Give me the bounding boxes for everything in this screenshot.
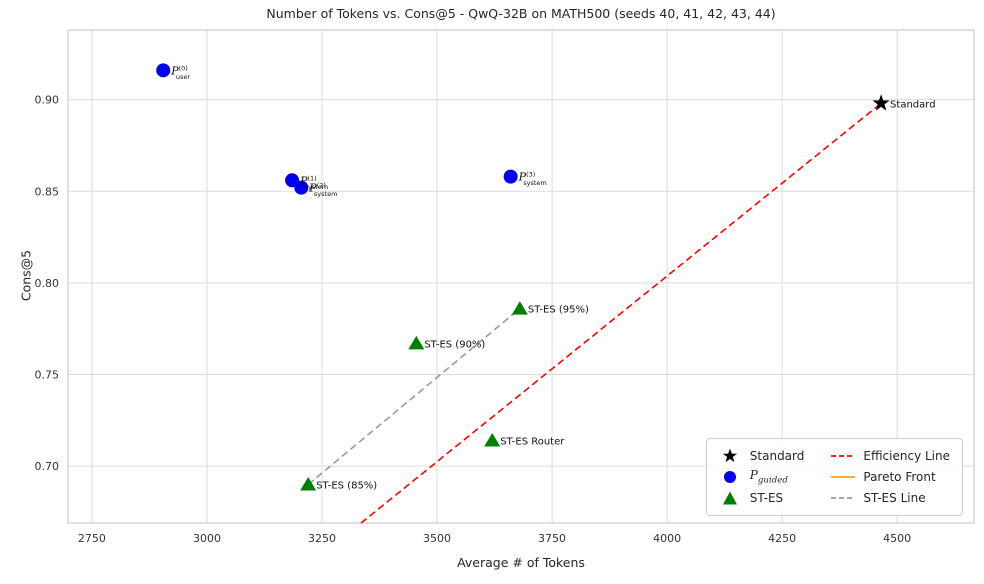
efficiency-line-line	[360, 102, 882, 524]
data-point	[408, 335, 425, 350]
legend-item-p-guided: Pguided	[717, 468, 805, 486]
series-standard	[872, 94, 890, 111]
dashed-line-icon	[831, 455, 856, 457]
data-point	[511, 301, 528, 315]
data-point	[300, 477, 317, 491]
y-tick-label: 0.70	[35, 460, 60, 473]
legend: Standard Pguided ST-ES Efficiency Line P	[705, 438, 963, 516]
x-tick-label: 3500	[423, 532, 451, 545]
series-st-es	[300, 301, 528, 491]
point-label: P(1) system	[299, 174, 328, 191]
data-point	[484, 433, 501, 447]
legend-item-efficiency-line: Efficiency Line	[830, 447, 950, 465]
point-label: P(3) system	[518, 171, 547, 188]
legend-label: Pguided	[749, 468, 788, 486]
data-point	[294, 180, 309, 195]
data-point	[156, 63, 171, 78]
point-label: ST-ES Router	[500, 437, 565, 448]
y-tick-label: 0.80	[35, 277, 60, 290]
y-axis-label: Cons@5	[18, 249, 34, 302]
point-label: ST-ES (85%)	[316, 481, 377, 492]
x-axis-label: Average # of Tokens	[457, 555, 585, 570]
chart-title: Number of Tokens vs. Cons@5 - QwQ-32B on…	[266, 6, 776, 21]
legend-item-st-es: ST-ES	[717, 489, 805, 507]
data-point	[872, 94, 890, 111]
solid-line-icon	[831, 476, 856, 478]
triangle-marker-icon	[722, 491, 737, 505]
x-tick-label: 3250	[308, 532, 336, 545]
y-tick-label: 0.90	[35, 94, 60, 107]
legend-label: Efficiency Line	[863, 449, 950, 463]
st-es-line-line	[307, 307, 521, 486]
y-tick-label: 0.75	[35, 369, 60, 382]
x-tick-label: 2750	[78, 532, 106, 545]
grid-lines	[68, 30, 974, 523]
legend-label: Standard	[749, 449, 805, 463]
point-label: ST-ES (95%)	[528, 305, 589, 316]
circle-marker-icon	[723, 471, 736, 483]
legend-item-pareto-front: Pareto Front	[830, 468, 950, 486]
legend-label: ST-ES	[749, 491, 784, 505]
point-label: P(0) user	[170, 64, 190, 81]
legend-label: Pareto Front	[863, 470, 936, 484]
point-label: ST-ES (90%)	[424, 339, 485, 350]
x-tick-label: 4000	[653, 532, 681, 545]
series-p-guided	[156, 63, 518, 195]
legend-item-st-es-line: ST-ES Line	[830, 489, 950, 507]
point-label: P(2) system	[308, 182, 337, 199]
y-tick-label: 0.85	[35, 185, 60, 198]
x-tick-label: 4500	[883, 532, 911, 545]
legend-label: ST-ES Line	[863, 491, 926, 505]
point-label: Standard	[890, 99, 936, 110]
x-tick-label: 3000	[193, 532, 221, 545]
x-tick-label: 3750	[538, 532, 566, 545]
legend-item-standard: Standard	[717, 447, 805, 465]
plot-border	[67, 29, 975, 524]
data-point	[503, 169, 518, 184]
x-tick-label: 4250	[768, 532, 796, 545]
star-icon	[722, 448, 737, 463]
dashed-line-icon	[831, 497, 856, 499]
